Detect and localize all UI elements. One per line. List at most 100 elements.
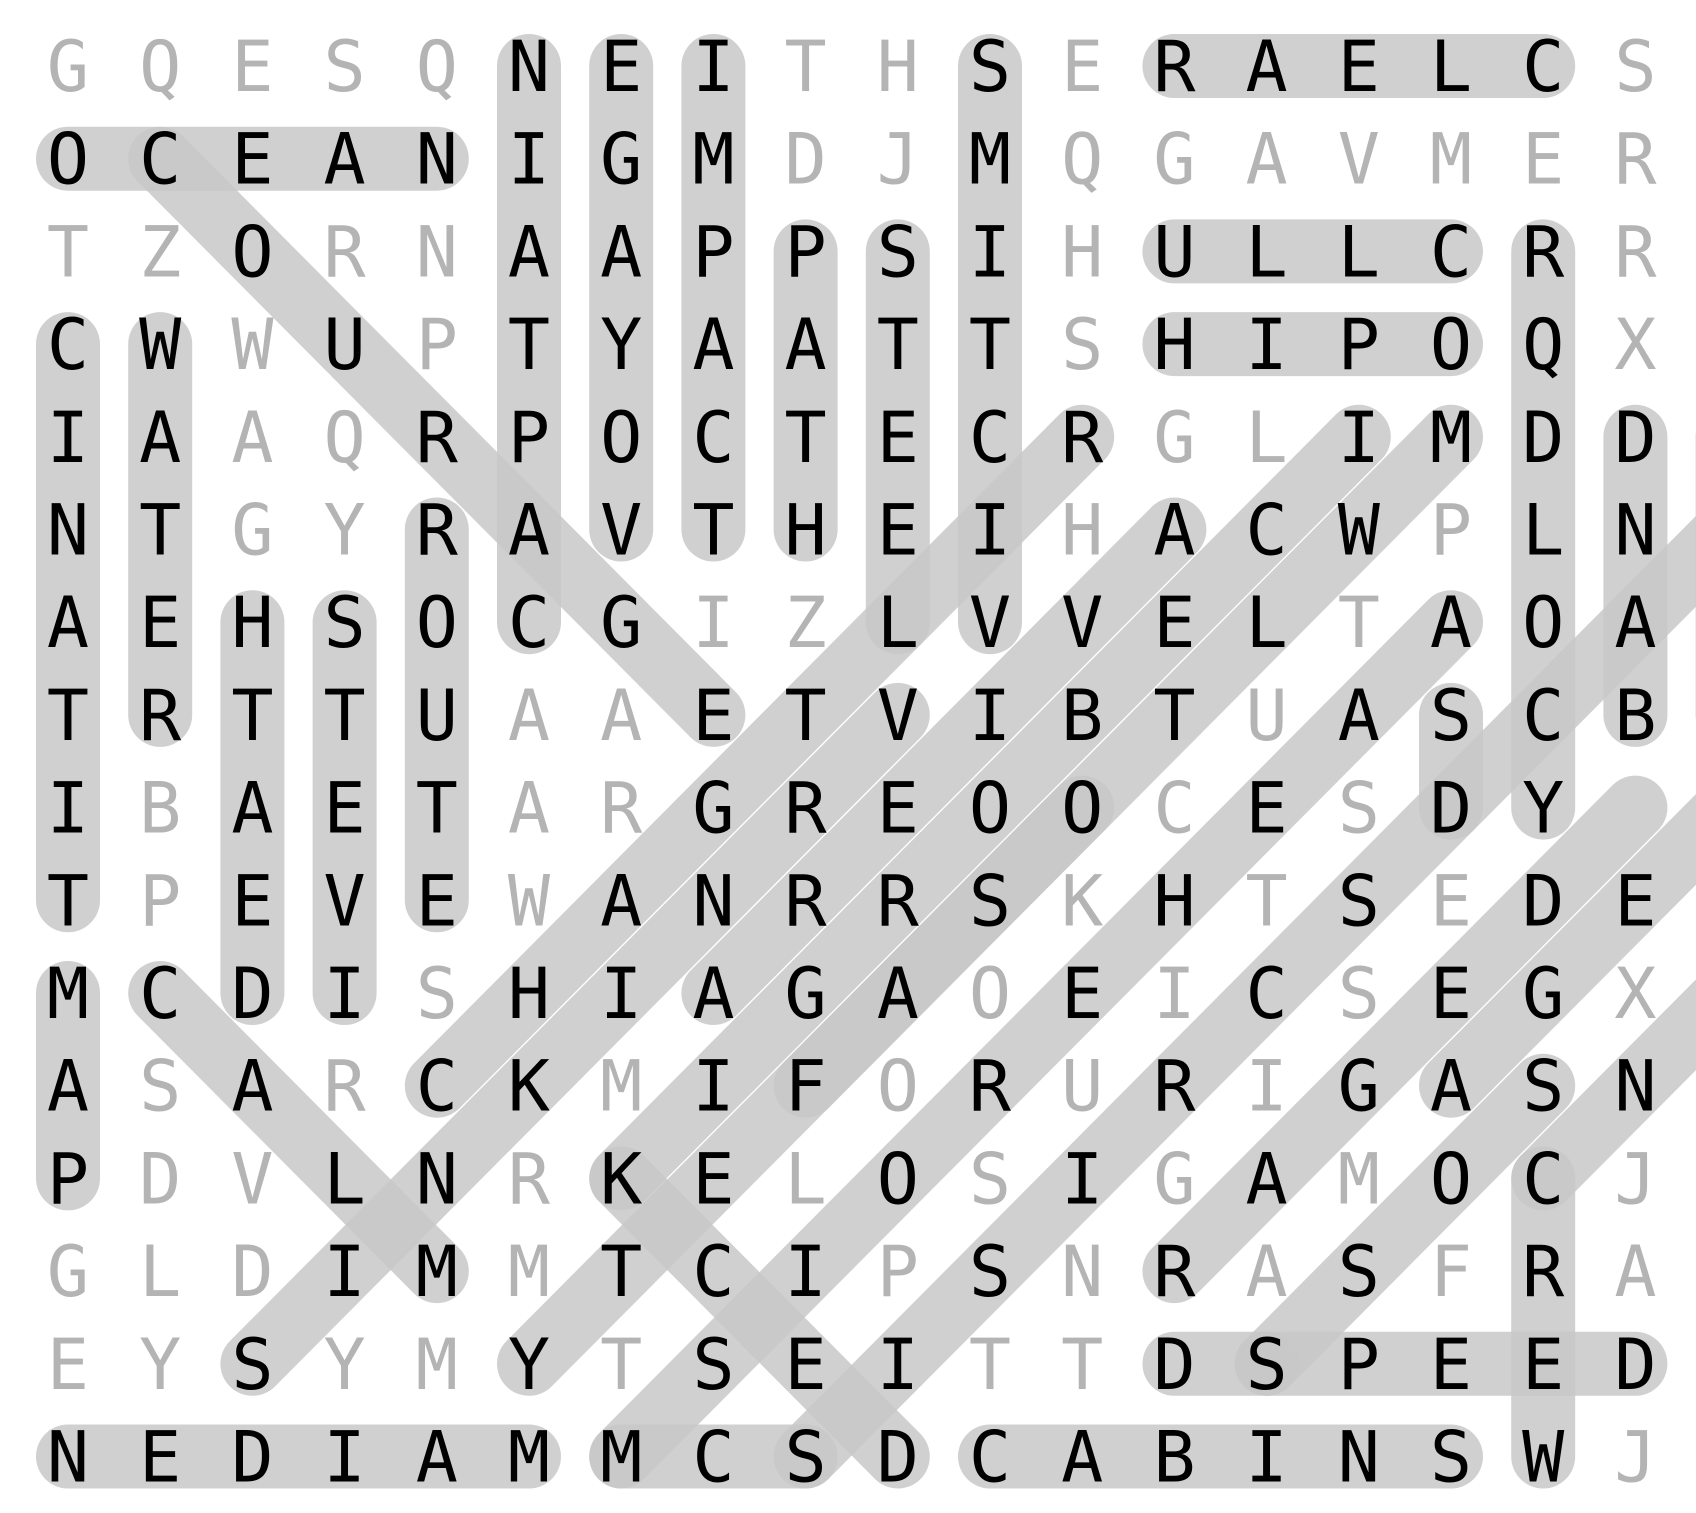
grid-letter-r11-c4[interactable]: C xyxy=(416,1046,458,1128)
grid-letter-r11-c3[interactable]: R xyxy=(324,1046,367,1128)
grid-letter-r2-c14[interactable]: L xyxy=(1338,211,1380,293)
grid-letter-r13-c7[interactable]: C xyxy=(692,1231,734,1313)
grid-letter-r3-c15[interactable]: O xyxy=(1430,304,1472,386)
grid-letter-r8-c13[interactable]: E xyxy=(1246,768,1288,850)
grid-letter-r9-c5[interactable]: W xyxy=(508,860,551,942)
grid-letter-r15-c4[interactable]: A xyxy=(416,1417,458,1499)
grid-letter-r1-c1[interactable]: C xyxy=(139,119,181,201)
grid-letter-r13-c1[interactable]: L xyxy=(139,1231,181,1313)
grid-letter-r9-c17[interactable]: E xyxy=(1614,860,1656,942)
grid-letter-r5-c11[interactable]: H xyxy=(1061,490,1103,572)
grid-letter-r10-c17[interactable]: X xyxy=(1614,953,1656,1035)
grid-letter-r12-c6[interactable]: K xyxy=(600,1138,642,1220)
grid-letter-r13-c17[interactable]: A xyxy=(1614,1231,1656,1313)
grid-letter-r1-c0[interactable]: O xyxy=(47,119,89,201)
grid-letter-r10-c6[interactable]: I xyxy=(600,953,642,1035)
grid-letter-r15-c14[interactable]: N xyxy=(1338,1417,1380,1499)
grid-letter-r13-c3[interactable]: I xyxy=(324,1231,366,1313)
grid-letter-r12-c5[interactable]: R xyxy=(508,1138,551,1220)
grid-letter-r14-c2[interactable]: S xyxy=(231,1324,273,1406)
grid-letter-r14-c16[interactable]: E xyxy=(1522,1324,1564,1406)
grid-letter-r5-c9[interactable]: E xyxy=(877,490,919,572)
grid-letter-r6-c16[interactable]: O xyxy=(1522,582,1564,664)
grid-letter-r9-c7[interactable]: N xyxy=(692,860,734,942)
grid-letter-r2-c13[interactable]: L xyxy=(1246,211,1288,293)
grid-letter-r6-c9[interactable]: L xyxy=(877,582,919,664)
grid-letter-r3-c0[interactable]: C xyxy=(47,304,89,386)
grid-letter-r8-c7[interactable]: G xyxy=(692,768,734,850)
grid-letter-r14-c11[interactable]: T xyxy=(1061,1324,1103,1406)
grid-letter-r6-c2[interactable]: H xyxy=(231,582,273,664)
grid-letter-r15-c2[interactable]: D xyxy=(231,1417,273,1499)
grid-letter-r13-c2[interactable]: D xyxy=(231,1231,273,1313)
grid-letter-r15-c15[interactable]: S xyxy=(1430,1417,1472,1499)
grid-letter-r0-c11[interactable]: E xyxy=(1061,26,1103,108)
grid-letter-r0-c8[interactable]: T xyxy=(785,26,827,108)
grid-letter-r1-c4[interactable]: N xyxy=(416,119,458,201)
grid-letter-r10-c16[interactable]: G xyxy=(1522,953,1564,1035)
grid-letter-r9-c8[interactable]: R xyxy=(785,860,828,942)
grid-letter-r1-c11[interactable]: Q xyxy=(1061,119,1103,201)
grid-letter-r13-c6[interactable]: T xyxy=(600,1231,642,1313)
grid-letter-r1-c13[interactable]: A xyxy=(1246,119,1288,201)
grid-letter-r15-c9[interactable]: D xyxy=(877,1417,919,1499)
grid-letter-r11-c2[interactable]: A xyxy=(231,1046,273,1128)
grid-letter-r10-c10[interactable]: O xyxy=(969,953,1011,1035)
grid-letter-r14-c9[interactable]: I xyxy=(877,1324,919,1406)
grid-letter-r1-c14[interactable]: V xyxy=(1338,119,1380,201)
grid-letter-r8-c3[interactable]: E xyxy=(324,768,366,850)
grid-letter-r1-c16[interactable]: E xyxy=(1522,119,1564,201)
grid-letter-r13-c12[interactable]: R xyxy=(1153,1231,1196,1313)
grid-letter-r15-c6[interactable]: M xyxy=(600,1417,642,1499)
grid-letter-r3-c9[interactable]: T xyxy=(877,304,919,386)
grid-letter-r1-c12[interactable]: G xyxy=(1153,119,1195,201)
grid-letter-r5-c0[interactable]: N xyxy=(47,490,89,572)
grid-letter-r7-c4[interactable]: U xyxy=(416,675,458,757)
grid-letter-r6-c4[interactable]: O xyxy=(416,582,458,664)
grid-letter-r5-c15[interactable]: P xyxy=(1430,490,1472,572)
grid-letter-r4-c6[interactable]: O xyxy=(600,397,642,479)
grid-letter-r6-c3[interactable]: S xyxy=(324,582,366,664)
grid-letter-r6-c12[interactable]: E xyxy=(1153,582,1195,664)
grid-letter-r12-c0[interactable]: P xyxy=(47,1138,89,1220)
grid-letter-r2-c11[interactable]: H xyxy=(1061,211,1103,293)
grid-letter-r4-c0[interactable]: I xyxy=(47,397,89,479)
grid-letter-r3-c2[interactable]: W xyxy=(231,304,274,386)
grid-letter-r6-c17[interactable]: A xyxy=(1614,582,1656,664)
grid-letter-r14-c13[interactable]: S xyxy=(1246,1324,1288,1406)
grid-letter-r3-c6[interactable]: Y xyxy=(600,304,642,386)
grid-letter-r9-c9[interactable]: R xyxy=(877,860,920,942)
grid-letter-r14-c12[interactable]: D xyxy=(1153,1324,1195,1406)
grid-letter-r8-c4[interactable]: T xyxy=(416,768,458,850)
grid-letter-r4-c8[interactable]: T xyxy=(785,397,827,479)
grid-letter-r7-c5[interactable]: A xyxy=(508,675,550,757)
grid-letter-r4-c1[interactable]: A xyxy=(139,397,181,479)
grid-letter-r8-c16[interactable]: Y xyxy=(1522,768,1564,850)
grid-letter-r2-c3[interactable]: R xyxy=(324,211,367,293)
grid-letter-r5-c12[interactable]: A xyxy=(1153,490,1195,572)
grid-letter-r14-c5[interactable]: Y xyxy=(508,1324,550,1406)
grid-letter-r2-c10[interactable]: I xyxy=(969,211,1011,293)
grid-letter-r11-c12[interactable]: R xyxy=(1153,1046,1196,1128)
grid-letter-r12-c2[interactable]: V xyxy=(231,1138,273,1220)
grid-letter-r5-c6[interactable]: V xyxy=(600,490,642,572)
grid-letter-r14-c6[interactable]: T xyxy=(600,1324,642,1406)
grid-letter-r4-c13[interactable]: L xyxy=(1246,397,1288,479)
grid-letter-r10-c5[interactable]: H xyxy=(508,953,550,1035)
grid-letter-r14-c7[interactable]: S xyxy=(692,1324,734,1406)
grid-letter-r11-c15[interactable]: A xyxy=(1430,1046,1472,1128)
grid-letter-r8-c9[interactable]: E xyxy=(877,768,919,850)
grid-letter-r7-c1[interactable]: R xyxy=(139,675,182,757)
grid-letter-r8-c15[interactable]: D xyxy=(1430,768,1472,850)
grid-letter-r12-c9[interactable]: O xyxy=(877,1138,919,1220)
grid-letter-r8-c5[interactable]: A xyxy=(508,768,550,850)
grid-letter-r0-c5[interactable]: N xyxy=(508,26,550,108)
grid-letter-r7-c13[interactable]: U xyxy=(1246,675,1288,757)
grid-letter-r7-c6[interactable]: A xyxy=(600,675,642,757)
grid-letter-r5-c2[interactable]: G xyxy=(231,490,273,572)
grid-letter-r13-c9[interactable]: P xyxy=(877,1231,919,1313)
grid-letter-r2-c0[interactable]: T xyxy=(47,211,89,293)
grid-letter-r3-c10[interactable]: T xyxy=(969,304,1011,386)
grid-letter-r13-c0[interactable]: G xyxy=(47,1231,89,1313)
grid-letter-r8-c10[interactable]: O xyxy=(969,768,1011,850)
